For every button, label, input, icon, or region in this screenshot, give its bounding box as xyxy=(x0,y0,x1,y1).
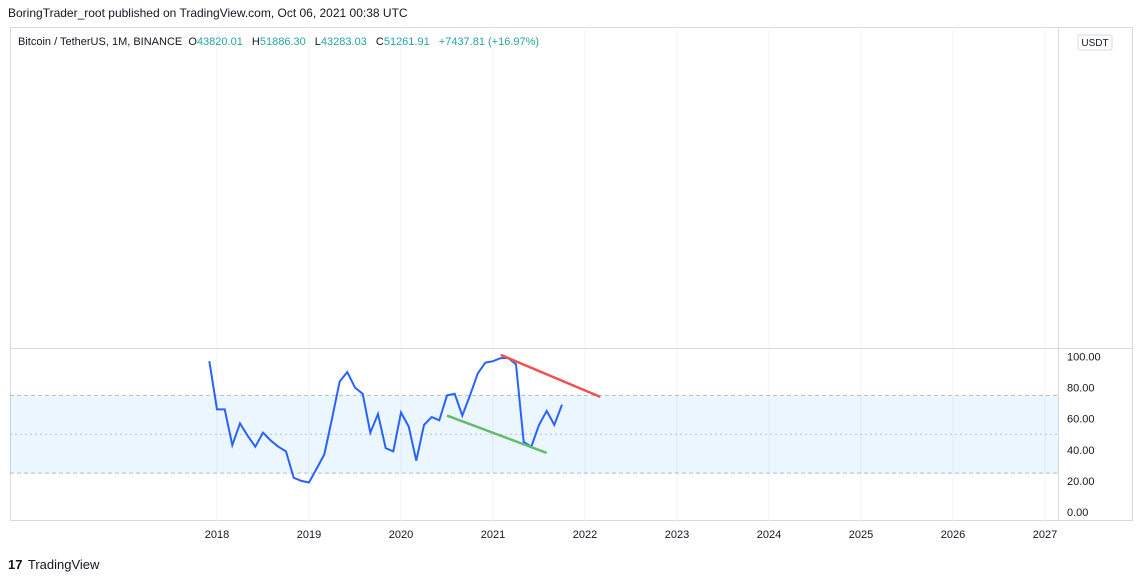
time-tick-label: 2024 xyxy=(757,529,781,541)
oscillator-tick-label: 40.00 xyxy=(1067,445,1095,457)
grid-lines xyxy=(216,27,1046,521)
chart-frame[interactable] xyxy=(10,27,1133,521)
currency-label: USDT xyxy=(1081,38,1108,49)
time-tick-label: 2021 xyxy=(481,529,505,541)
open-value: 43820.01 xyxy=(196,36,243,48)
oscillator-tick-label: 20.00 xyxy=(1067,476,1095,488)
time-tick-label: 2023 xyxy=(665,529,689,541)
time-tick-label: 2025 xyxy=(849,529,873,541)
oscillator-support-trendline xyxy=(446,414,548,455)
currency-box xyxy=(1077,34,1113,51)
oscillator-tick-label: 0.00 xyxy=(1067,507,1088,519)
tradingview-logo-icon: 17 xyxy=(8,557,23,572)
brand-name: TradingView xyxy=(27,557,100,572)
high-value: 51886.30 xyxy=(259,36,306,48)
low-label: L xyxy=(314,36,321,48)
time-tick-label: 2018 xyxy=(205,529,229,541)
close-label: C xyxy=(375,36,384,48)
footer-brand[interactable]: 17 TradingView xyxy=(8,557,99,572)
oscillator-resistance-trendline xyxy=(500,353,601,399)
oscillator-tick-label: 60.00 xyxy=(1067,414,1095,426)
time-tick-label: 2019 xyxy=(297,529,321,541)
oscillator-tick-label: 80.00 xyxy=(1067,383,1095,395)
symbol-name: Bitcoin / TetherUS, 1M, BINANCE xyxy=(18,36,183,48)
symbol-legend[interactable]: Bitcoin / TetherUS, 1M, BINANCE O43820.0… xyxy=(18,36,545,48)
close-value: 51261.91 xyxy=(383,36,430,48)
time-tick-label: 2020 xyxy=(389,529,413,541)
time-tick-label: 2022 xyxy=(573,529,597,541)
oscillator-line xyxy=(208,357,563,484)
time-tick-label: 2027 xyxy=(1033,529,1057,541)
change-value: +7437.81 (+16.97%) xyxy=(438,36,540,48)
time-tick-label: 2026 xyxy=(941,529,965,541)
high-label: H xyxy=(251,36,260,48)
low-value: 43283.03 xyxy=(320,36,367,48)
oscillator-band xyxy=(10,395,1058,474)
attribution-header: BoringTrader_root published on TradingVi… xyxy=(8,6,408,20)
open-label: O xyxy=(188,36,197,48)
oscillator-tick-label: 100.00 xyxy=(1067,352,1101,364)
